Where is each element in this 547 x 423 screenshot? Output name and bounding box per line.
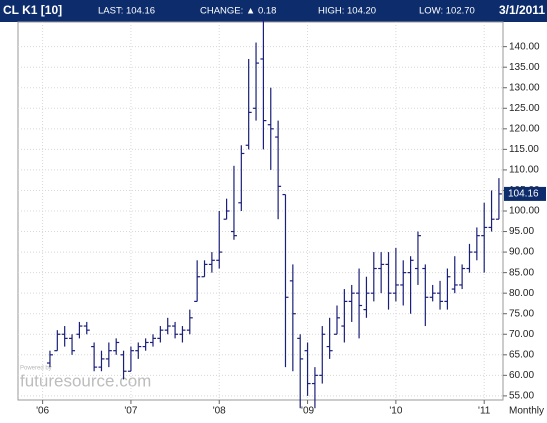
ohlc-bar (105, 342, 112, 368)
ohlc-bar (61, 326, 68, 347)
ohlc-bar (459, 264, 466, 290)
ohlc-bar (429, 284, 436, 302)
ohlc-bar (385, 252, 392, 310)
ohlc-bar (304, 342, 311, 396)
ohlc-bar (164, 317, 171, 335)
ohlc-bar (113, 338, 120, 355)
ohlc-bar (54, 330, 61, 352)
y-tick-label: 65.00 (509, 349, 534, 360)
ohlc-bar (135, 342, 142, 359)
ohlc-bar (297, 334, 304, 409)
ohlc-bar (127, 346, 134, 372)
high: HIGH: 104.20 (318, 6, 376, 17)
ohlc-bar (216, 211, 223, 269)
last-price-label: 104.16 (508, 189, 539, 200)
y-tick-label: 60.00 (509, 370, 534, 381)
ohlc-bar (69, 334, 76, 355)
ohlc-bar (120, 350, 127, 380)
ohlc-bar (466, 243, 473, 273)
ohlc-bar (238, 145, 245, 211)
ohlc-bar (275, 120, 282, 220)
x-tick-label: '06 (36, 406, 49, 417)
ohlc-bar (437, 280, 444, 310)
ohlc-bar (186, 309, 193, 335)
ohlc-bar (245, 58, 252, 150)
ohlc-bar (311, 367, 318, 409)
ohlc-bar (488, 190, 495, 232)
ohlc-bar (172, 321, 179, 339)
y-tick-label: 125.00 (509, 103, 540, 114)
y-tick-label: 110.00 (509, 165, 539, 176)
y-tick-label: 95.00 (509, 226, 534, 237)
ohlc-bar (407, 256, 414, 314)
ohlc-bar (422, 264, 429, 327)
ohlc-bar (451, 256, 458, 294)
ohlc-bar (481, 202, 488, 273)
ohlc-bar (282, 193, 289, 368)
x-tick-label: '07 (124, 406, 137, 417)
ohlc-bar (91, 342, 98, 372)
ohlc-bar (289, 264, 296, 372)
symbol: CL K1 [10] (3, 3, 62, 17)
ohlc-bar (194, 260, 201, 302)
ohlc-bar (378, 252, 385, 294)
last: LAST: 104.16 (98, 6, 155, 17)
y-tick-label: 120.00 (509, 123, 540, 134)
ohlc-bar (356, 268, 363, 339)
ohlc-bar (150, 334, 156, 347)
ohlc-bar (253, 42, 260, 121)
ohlc-bar (267, 87, 274, 170)
y-tick-label: 115.00 (509, 144, 539, 155)
ohlc-bar (260, 17, 267, 150)
ohlc-bar (223, 198, 230, 220)
y-tick-label: 130.00 (509, 82, 540, 93)
change: CHANGE: ▲ 0.18 (200, 6, 276, 17)
y-tick-label: 90.00 (509, 247, 534, 258)
ohlc-bar (46, 350, 53, 368)
ohlc-bar (444, 268, 451, 310)
ohlc-bar (414, 231, 421, 285)
ohlc-bar (230, 165, 237, 240)
y-tick-label: 70.00 (509, 329, 534, 340)
ohlc-bar (201, 260, 208, 278)
ohlc-bar (392, 247, 399, 302)
last-price-marker (504, 186, 546, 201)
x-tick-label: '10 (389, 406, 402, 417)
ohlc-bar (98, 350, 105, 372)
ohlc-bar (83, 321, 90, 335)
ohlc-bar (157, 326, 164, 343)
ohlc-bar (179, 326, 186, 343)
ohlc-bar (370, 252, 377, 302)
period-label: Monthly (509, 406, 544, 417)
y-tick-label: 100.00 (509, 206, 540, 217)
date: 3/1/2011 (499, 3, 545, 17)
y-tick-label: 135.00 (509, 62, 540, 73)
low: LOW: 102.70 (419, 6, 475, 17)
x-tick-label: '08 (213, 406, 226, 417)
ohlc-bar (473, 227, 480, 261)
ohlc-bar (142, 338, 149, 351)
ohlc-bar (208, 252, 215, 273)
y-tick-label: 140.00 (509, 41, 540, 52)
ohlc-bar (76, 321, 83, 339)
ohlc-bar (348, 284, 355, 322)
y-tick-label: 85.00 (509, 267, 534, 278)
y-tick-label: 80.00 (509, 288, 534, 299)
y-tick-label: 75.00 (509, 308, 534, 319)
y-tick-label: 55.00 (509, 391, 534, 402)
watermark: futuresource.com (20, 371, 151, 390)
ohlc-bar (319, 326, 326, 384)
watermark-note: Powered by (20, 366, 52, 372)
ohlc-bar (326, 317, 333, 359)
ohlc-bar (400, 260, 407, 306)
ohlc-bar (495, 178, 502, 220)
ohlc-bar (334, 305, 340, 335)
ohlc-bar (363, 276, 370, 318)
ohlc-bar (341, 289, 348, 343)
x-tick-label: '09 (301, 406, 314, 417)
x-tick-label: '11 (478, 406, 491, 417)
header-bar (0, 0, 547, 22)
